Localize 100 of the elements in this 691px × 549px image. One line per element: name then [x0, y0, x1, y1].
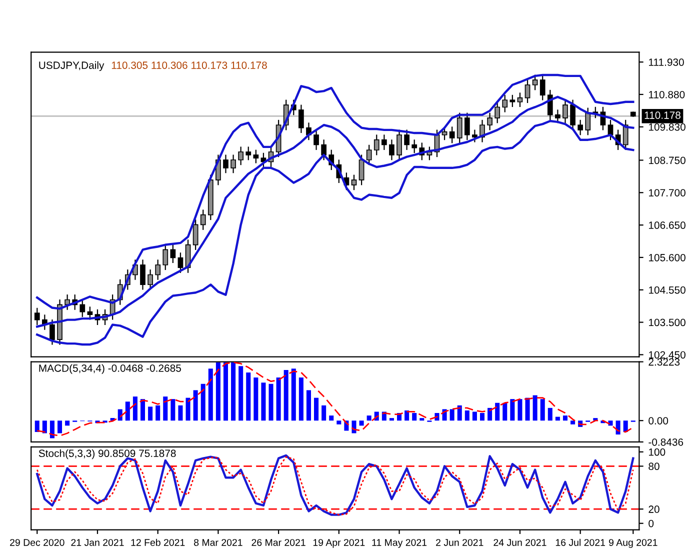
text: 110.305 110.306 110.173 110.178: [112, 62, 267, 69]
y-tick-label: 103.500: [648, 318, 686, 326]
bar: [298, 378, 304, 421]
bar: [178, 405, 183, 421]
bar: [223, 362, 228, 421]
bar: [148, 406, 153, 421]
bar: [200, 384, 206, 421]
bar: [132, 396, 138, 421]
bar: [366, 416, 372, 421]
line-series: [36, 96, 634, 328]
bar: [322, 405, 326, 421]
candlestick: [34, 308, 40, 325]
bar: [525, 398, 530, 421]
candlestick: [502, 94, 508, 112]
candlestick: [532, 74, 538, 90]
bar: [170, 399, 176, 421]
candlestick: [547, 90, 553, 120]
candlestick: [155, 260, 161, 280]
candlestick: [314, 130, 319, 150]
candlestick: [246, 146, 252, 160]
bar: [216, 362, 220, 421]
candlestick: [562, 100, 568, 124]
chart-title: Stoch(5,3,3) 90.8509 75.1878: [38, 449, 176, 460]
candlestick: [396, 130, 402, 160]
candlestick: [321, 140, 326, 160]
candlestick: [80, 299, 86, 317]
chart-title: MACD(5,34,4) -0.0468 -0.2685: [39, 364, 181, 374]
bar: [389, 418, 394, 421]
candlestick: [517, 92, 523, 108]
bar: [193, 390, 198, 421]
candlestick: [510, 94, 516, 108]
bar: [412, 412, 417, 421]
bar: [359, 420, 364, 426]
x-tick-label: 12 Feb 2021: [131, 538, 185, 546]
bar: [502, 402, 508, 421]
x-tick-label: 24 Jun 2021: [494, 539, 546, 546]
candlestick: [223, 154, 228, 174]
candlestick: [524, 80, 530, 104]
bar: [616, 420, 620, 435]
bar: [125, 402, 130, 421]
bar: [42, 420, 47, 434]
x-tick-label: 29 Dec 2020: [10, 539, 64, 546]
candlestick: [381, 134, 387, 150]
bar: [518, 399, 522, 421]
candlestick: [200, 210, 206, 230]
candlestick: [253, 150, 259, 164]
x-tick-label: 8 Mar 2021: [194, 539, 242, 546]
bar: [540, 399, 545, 421]
bar: [336, 420, 342, 424]
candlestick: [230, 154, 236, 174]
bar: [208, 368, 213, 421]
candlestick: [540, 74, 546, 100]
candlestick: [442, 126, 448, 140]
bar: [65, 420, 70, 426]
y-tick-label: 20: [648, 506, 660, 513]
candlestick: [585, 108, 591, 136]
y-tick-label: 105.600: [648, 254, 686, 262]
candlestick: [570, 100, 576, 130]
bar: [268, 384, 274, 421]
bar: [488, 408, 492, 421]
candlestick: [494, 102, 500, 124]
candlestick: [298, 104, 304, 133]
x-tick-label: 26 Mar 2021: [252, 539, 306, 546]
bar: [480, 412, 485, 421]
y-tick-label: 104.550: [648, 286, 686, 294]
bar: [284, 370, 288, 421]
candlestick: [351, 174, 357, 190]
bar: [420, 418, 424, 421]
line-series: [36, 362, 634, 436]
candlestick: [148, 270, 153, 290]
bar: [34, 420, 40, 432]
candlestick: [404, 130, 410, 150]
ref-line-label: 110.178: [644, 112, 680, 119]
bar: [246, 372, 251, 421]
bar: [261, 382, 266, 421]
y-tick-label: 0.00: [648, 417, 668, 424]
candlestick: [472, 130, 478, 142]
y-tick-label: 111.930: [648, 58, 684, 66]
bar: [532, 395, 538, 421]
candlestick: [178, 252, 184, 273]
y-tick-label: 108.750: [648, 156, 686, 164]
y-tick-label: 107.700: [648, 189, 686, 196]
bar: [495, 402, 500, 421]
x-tick-label: 21 Jan 2021: [71, 539, 124, 546]
y-tick-label: 80: [648, 462, 660, 470]
bar: [291, 368, 296, 421]
y-tick-label: 2.3223: [648, 358, 680, 366]
candlestick: [578, 120, 584, 136]
y-tick-label: 109.830: [648, 123, 686, 131]
line-series: [36, 120, 634, 346]
bar: [548, 408, 552, 421]
bar: [238, 366, 244, 421]
candlestick: [170, 244, 176, 263]
candlestick: [464, 112, 470, 140]
y-tick-label: -0.8436: [648, 438, 684, 446]
bar: [231, 362, 236, 421]
candlestick: [487, 112, 492, 130]
bar: [472, 412, 477, 421]
x-tick-label: 19 Apr 2021: [313, 539, 365, 548]
bar: [163, 396, 168, 421]
